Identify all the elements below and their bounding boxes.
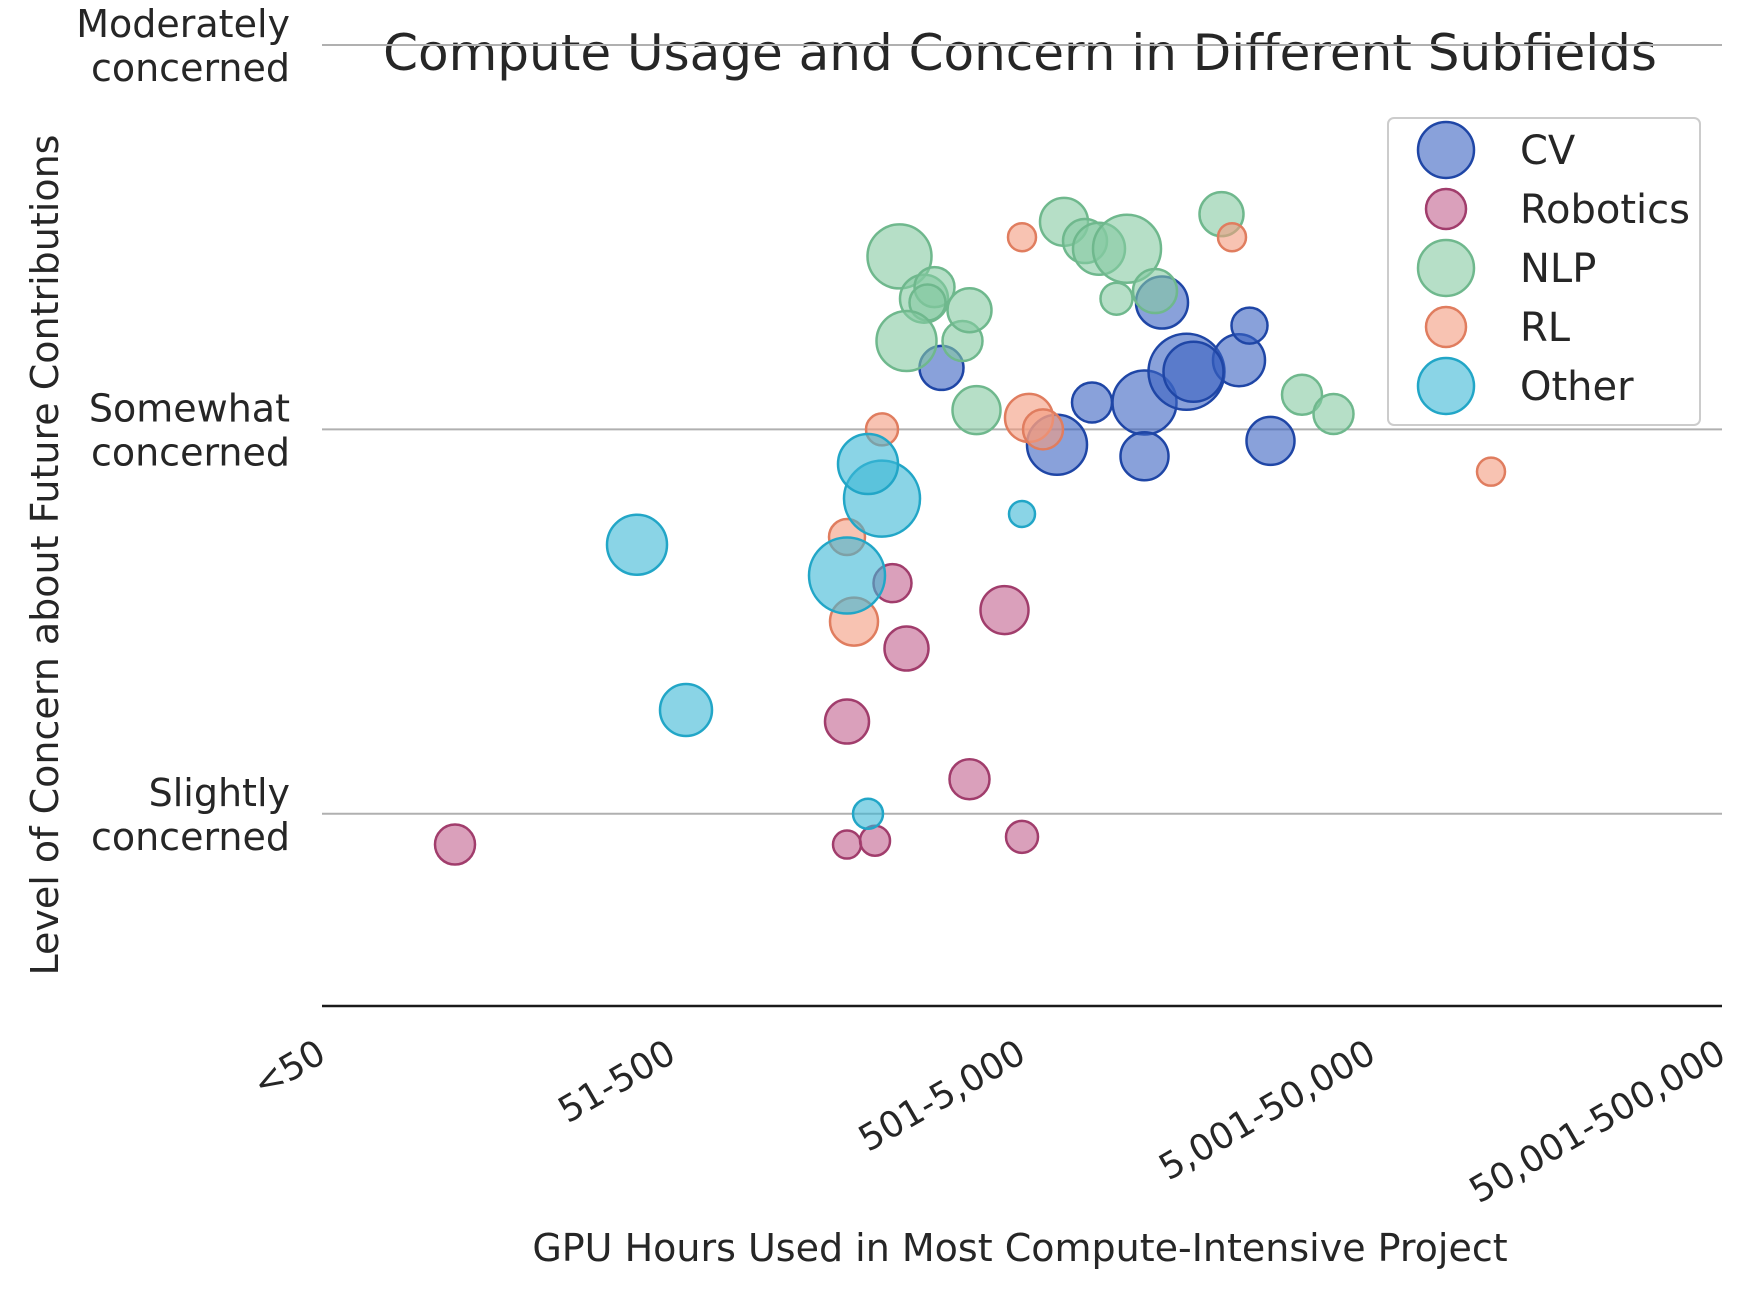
series-robotics (433, 562, 1040, 866)
data-point (979, 584, 1030, 636)
data-point (875, 309, 938, 373)
series-cv (918, 275, 1296, 482)
data-point (433, 823, 477, 866)
y-tick-line: Slightly (149, 771, 290, 815)
data-point (1475, 456, 1507, 487)
x-tick-labels: <50 51-500 501-5,000 5,001-50,000 50,001-500… (246, 1032, 1732, 1211)
data-point (1245, 415, 1296, 467)
x-tick-label: 50,001-500,000 (1463, 1032, 1733, 1211)
y-tick-label: Somewhat concerned (89, 386, 290, 474)
legend-label: RL (1520, 305, 1571, 351)
data-point (858, 824, 892, 857)
legend-marker (1416, 120, 1476, 180)
legend-items: CV Robotics NLP RL Other (1416, 120, 1690, 416)
y-tick-label: Moderately concerned (76, 2, 290, 90)
data-point (1021, 408, 1065, 451)
legend: CV Robotics NLP RL Other (1387, 117, 1701, 426)
series-other (605, 432, 1037, 831)
y-tick-line: concerned (91, 815, 290, 859)
data-point (1099, 281, 1134, 316)
x-tick-label: 51-500 (552, 1032, 683, 1131)
data-point (1216, 221, 1248, 253)
data-point (1131, 267, 1179, 315)
y-tick-line: Somewhat (89, 386, 290, 430)
data-point (1162, 340, 1225, 403)
legend-label: CV (1520, 128, 1576, 174)
data-point (1119, 431, 1170, 482)
data-point (658, 682, 714, 738)
data-point (1312, 392, 1355, 436)
legend-marker (1424, 187, 1468, 231)
data-point (807, 536, 887, 615)
data-point (836, 432, 900, 496)
y-tick-label: Slightly concerned (91, 771, 290, 859)
data-point (1091, 213, 1163, 284)
legend-label: Robotics (1520, 187, 1690, 233)
data-point (946, 286, 993, 334)
legend-label: Other (1520, 364, 1634, 410)
data-point (1230, 306, 1269, 345)
y-tick-line: concerned (91, 430, 290, 474)
data-point (1007, 499, 1037, 529)
data-point (831, 829, 863, 860)
data-point (948, 757, 991, 801)
data-point (883, 625, 930, 672)
legend-frame (1387, 117, 1701, 426)
y-axis-label: Level of Concern about Future Contributi… (23, 135, 67, 976)
legend-marker (1416, 238, 1476, 298)
data-point (1006, 221, 1038, 253)
x-axis-label: GPU Hours Used in Most Compute-Intensive… (532, 1226, 1507, 1270)
data-point (866, 223, 933, 290)
legend-label: NLP (1520, 246, 1596, 292)
chart-title: Compute Usage and Concern in Different S… (383, 24, 1657, 82)
data-point (1280, 373, 1324, 417)
data-point (851, 797, 885, 831)
data-point (1004, 819, 1040, 855)
x-tick-label: 501-5,000 (852, 1032, 1033, 1160)
scatter-points (433, 190, 1507, 866)
data-point (1070, 381, 1114, 424)
data-point (823, 698, 871, 745)
data-point (605, 513, 669, 576)
y-tick-line: Moderately (76, 2, 290, 46)
legend-marker (1424, 305, 1468, 349)
y-tick-line: concerned (91, 46, 290, 90)
x-tick-label: 5,001-50,000 (1152, 1032, 1382, 1189)
x-tick-label: <50 (246, 1032, 332, 1105)
data-point (951, 384, 1002, 436)
legend-marker (1416, 356, 1476, 416)
